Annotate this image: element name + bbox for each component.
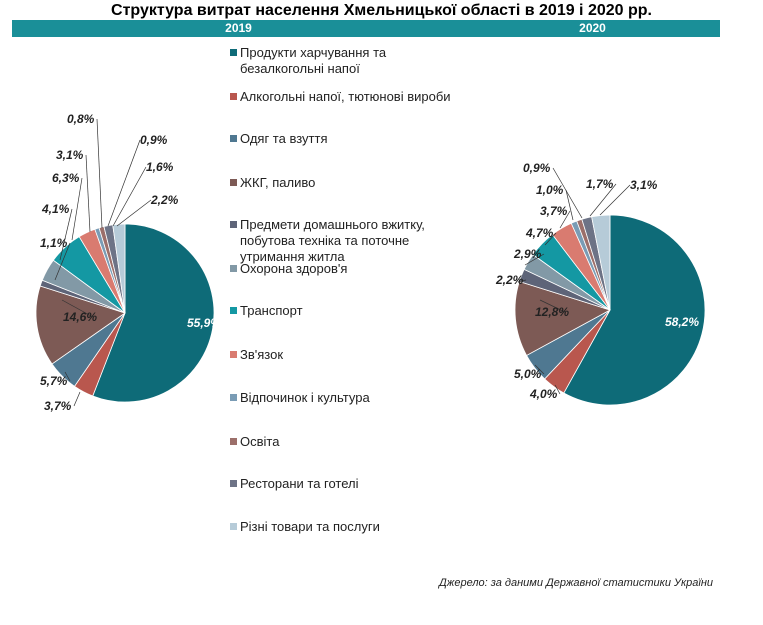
data-label-2019-6: 4,1% [41,202,70,216]
legend-item-11: Ресторани та готелі [230,476,470,492]
legend-swatch [230,351,237,358]
data-label-2019-9: 0,8% [67,112,95,126]
data-label-2019-3: 5,7% [40,374,68,388]
legend-label: Освіта [240,434,280,449]
leader-line-2020-10 [552,167,583,219]
leader-line-2020-12 [599,184,631,216]
legend-label: Ресторани та готелі [240,476,359,491]
legend-label: утримання житла [240,249,345,264]
data-label-2020-7: 4,7% [525,226,554,240]
leader-line-2019-3 [64,371,71,382]
year-header-2020: 2020 [465,20,720,37]
source-note: Джерело: за даними Державної статистики … [439,577,713,589]
legend-item-9: Відпочинок і культура [230,390,470,406]
legend-label: Продукти харчування та [240,45,387,60]
leader-line-2019-11 [112,166,147,227]
data-label-2019-1: 55,9% [187,316,221,330]
legend-label: Алкогольні напої, тютюнові вироби [240,89,451,104]
data-label-2020-4: 12,8% [535,305,569,319]
leader-line-2019-5 [54,242,71,281]
leader-line-2020-3 [534,364,545,375]
legend-swatch [230,523,237,530]
pie-slice-2019-1 [92,223,215,403]
data-label-2020-3: 5,0% [514,367,542,381]
legend-label: побутова техніка та поточне [240,233,410,248]
leader-line-2019-9 [96,118,103,229]
legend-label: ЖКГ, паливо [240,175,316,190]
data-label-2019-12: 2,2% [150,193,179,207]
legend-swatch [230,49,237,56]
legend-item-8: Зв'язок [230,347,470,363]
legend-label: Зв'язок [240,347,284,362]
legend-swatch [230,93,237,100]
legend-swatch [230,221,237,228]
year-header-2019: 2019 [12,20,465,37]
legend-label: Охорона здоров'я [240,261,348,276]
legend-item-10: Освіта [230,434,470,450]
leader-line-2019-4 [61,299,94,318]
data-label-2020-11: 1,7% [586,177,614,191]
leader-line-2020-11 [589,183,617,217]
legend-item-3: Одяг та взуття [230,131,470,147]
leader-line-2020-5 [517,279,527,283]
data-label-2019-2: 3,7% [44,399,72,413]
pie-slice-2020-12 [591,214,611,311]
pie-slice-2020-4 [514,281,612,356]
chart-title: Структура витрат населення Хмельницької … [111,2,652,19]
legend-item-5: Предмети домашнього вжитку, побутова техн… [230,217,470,265]
leader-line-2019-7 [71,177,83,241]
legend-item-2: Алкогольні напої, тютюнові вироби [230,89,470,105]
data-label-2020-5: 2,2% [495,273,524,287]
legend-item-1: Продукти харчування та безалкогольні напо… [230,45,470,77]
legend-swatch [230,394,237,401]
legend-label: Різні товари та послуги [240,519,380,534]
leader-line-2019-6 [59,208,73,261]
data-label-2020-6: 2,9% [513,247,542,261]
leader-line-2020-6 [524,253,545,266]
leader-line-2019-12 [116,199,152,227]
legend-label: Транспорт [240,303,303,318]
leader-line-2020-2 [554,384,561,395]
legend-swatch [230,307,237,314]
legend-item-4: ЖКГ, паливо [230,175,470,191]
legend-swatch [230,480,237,487]
data-label-2020-8: 3,7% [540,204,568,218]
legend-label: безалкогольні напої [240,61,360,76]
data-label-2019-7: 6,3% [52,171,80,185]
leader-line-2020-4 [539,299,566,313]
data-label-2020-1: 58,2% [665,315,699,329]
leader-line-2020-7 [544,232,557,246]
legend-item-12: Різні товари та послуги [230,519,470,535]
data-label-2019-11: 1,6% [146,160,174,174]
data-label-2019-10: 0,9% [140,133,168,147]
data-label-2020-10: 0,9% [523,161,551,175]
legend-swatch [230,265,237,272]
pie-slice-2019-4 [35,285,126,365]
legend-item-6: Охорона здоров'я [230,261,470,277]
legend-swatch [230,179,237,186]
data-label-2019-8: 3,1% [56,148,84,162]
legend-item-7: Транспорт [230,303,470,319]
leader-line-2019-10 [107,139,141,227]
legend-swatch [230,135,237,142]
legend-label: Предмети домашнього вжитку, [240,217,425,232]
legend-swatch [230,438,237,445]
data-label-2020-12: 3,1% [630,178,658,192]
legend-label: Одяг та взуття [240,131,328,146]
pie-slice-2020-1 [563,214,706,406]
data-label-2020-2: 4,0% [529,387,558,401]
leader-line-2019-8 [85,154,91,233]
data-label-2019-4: 14,6% [63,310,97,324]
data-label-2019-5: 1,1% [40,236,68,250]
data-label-2020-9: 1,0% [536,183,564,197]
leader-line-2020-8 [559,210,571,229]
leader-line-2019-2 [73,391,81,407]
legend-label: Відпочинок і культура [240,390,370,405]
leader-line-2020-9 [565,189,574,221]
